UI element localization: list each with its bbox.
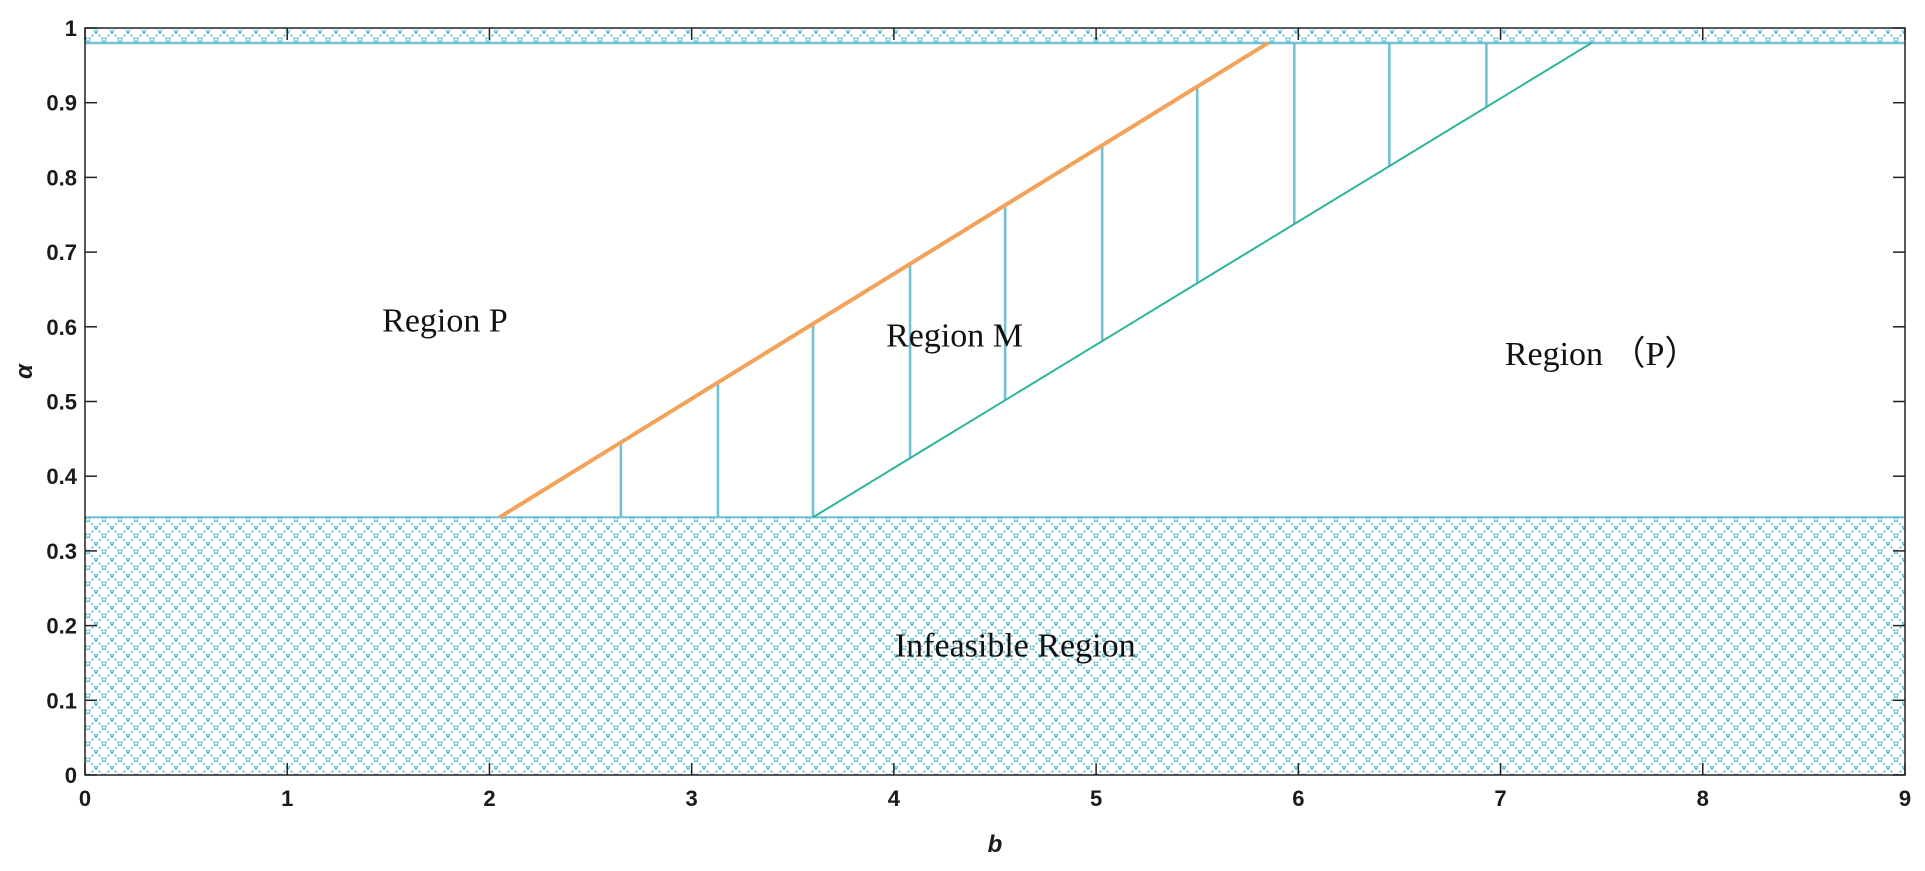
boundary-line-left: [498, 41, 1270, 519]
x-tick-label: 5: [1090, 786, 1102, 811]
y-tick-label: 1: [65, 16, 77, 41]
y-tick-label: 0.1: [46, 688, 77, 713]
y-tick-label: 0: [65, 763, 77, 788]
plot-area: [85, 28, 1905, 775]
infeasible-region-lower: [85, 517, 1905, 775]
region-annotation: Region P: [382, 302, 508, 339]
region-annotation: Infeasible Region: [895, 627, 1136, 664]
x-tick-label: 4: [888, 786, 901, 811]
region-labels: Region P Region M Region （P） Infeasible Reg…: [382, 302, 1698, 664]
y-tick-label: 0.7: [46, 240, 77, 265]
x-tick-label: 2: [483, 786, 495, 811]
x-tick-label: 6: [1292, 786, 1304, 811]
boundary-line-right: [812, 42, 1593, 519]
x-tick-label: 8: [1697, 786, 1709, 811]
y-tick-label: 0.2: [46, 614, 77, 639]
x-tick-label: 3: [686, 786, 698, 811]
y-tick-label: 0.9: [46, 91, 77, 116]
axes: 0 1 2 3 4 5 6 7 8 9 0 0.1 0.2 0.3 0.4 0.5 0.6 0.7 0.8 0.9 1: [46, 16, 1911, 811]
y-tick-label: 0.5: [46, 390, 77, 415]
y-tick-label: 0.6: [46, 315, 77, 340]
x-tick-label: 0: [79, 786, 91, 811]
y-tick-label: 0.4: [46, 464, 77, 489]
x-tick-label: 1: [281, 786, 293, 811]
x-axis-title: b: [988, 831, 1003, 858]
y-axis-title: α: [11, 363, 38, 379]
infeasible-region-upper: [85, 28, 1905, 43]
y-tick-label: 0.3: [46, 539, 77, 564]
region-annotation: Region （P）: [1505, 335, 1699, 373]
y-tick-label: 0.8: [46, 165, 77, 190]
x-tick-label: 7: [1494, 786, 1506, 811]
region-annotation: Region M: [886, 317, 1023, 354]
x-tick-label: 9: [1899, 786, 1911, 811]
